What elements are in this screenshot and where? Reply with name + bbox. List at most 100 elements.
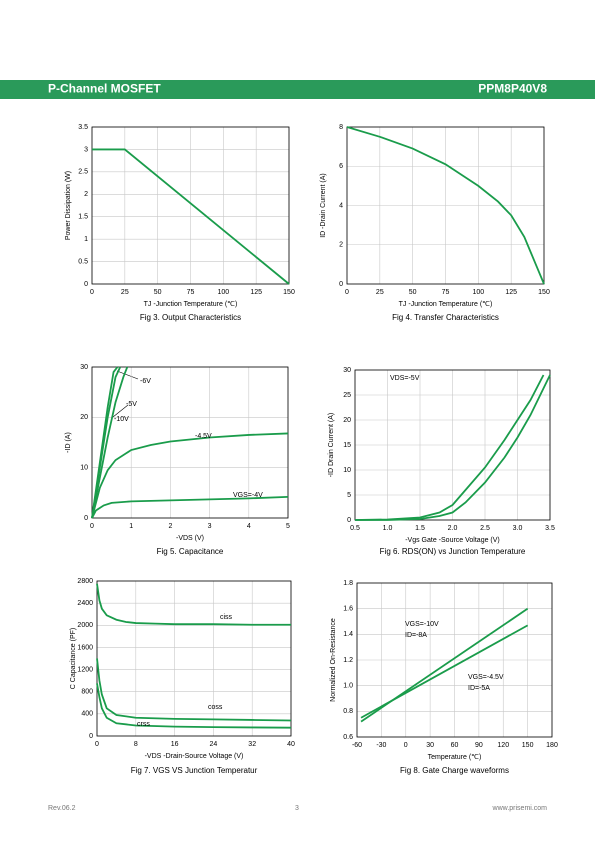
y-tick-label: 3.5 <box>78 124 88 131</box>
arrow <box>116 370 139 380</box>
header-part: PPM8P40V8 <box>478 82 547 96</box>
x-axis-label: TJ -Junction Temperature (℃) <box>144 301 238 308</box>
annotation: VDS=-5V <box>390 375 420 382</box>
x-tick-label: 3.0 <box>513 525 523 532</box>
header-title: P-Channel MOSFET <box>48 82 161 96</box>
x-axis-label: -VDS (V) <box>176 535 204 542</box>
footer-rev: Rev.06.2 <box>48 805 76 812</box>
x-tick-label: 40 <box>287 741 295 748</box>
x-tick-label: 0 <box>90 523 94 530</box>
x-tick-label: 75 <box>187 289 195 296</box>
series-line <box>355 374 551 521</box>
footer-url: www.prisemi.com <box>492 805 548 812</box>
plot-frame <box>356 582 553 738</box>
y-tick-label: 10 <box>343 467 351 474</box>
x-tick-label: 100 <box>217 289 229 296</box>
y-tick-label: 1.6 <box>343 606 353 613</box>
y-tick-label: 1.2 <box>343 657 353 664</box>
series-label: ciss <box>220 614 233 621</box>
x-tick-label: 5 <box>286 523 290 530</box>
y-tick-label: 2 <box>84 191 88 198</box>
x-tick-label: 32 <box>248 741 256 748</box>
y-tick-label: 0 <box>84 281 88 288</box>
x-tick-label: 0.5 <box>350 525 360 532</box>
x-axis-label: Temperature (℃) <box>428 754 482 761</box>
y-tick-label: 0.5 <box>78 258 88 265</box>
y-tick-label: 1.8 <box>343 580 353 587</box>
x-tick-label: 75 <box>442 289 450 296</box>
y-tick-label: 1.4 <box>343 631 353 638</box>
series-line <box>96 583 291 626</box>
series-label: -5V <box>126 401 137 408</box>
x-tick-label: 25 <box>121 289 129 296</box>
x-tick-label: 120 <box>497 742 509 749</box>
y-tick-label: 0.6 <box>343 734 353 741</box>
plot-frame <box>91 366 289 519</box>
x-tick-label: 2.5 <box>480 525 490 532</box>
series-line <box>92 148 290 285</box>
x-tick-label: 60 <box>451 742 459 749</box>
y-tick-label: 6 <box>339 163 343 170</box>
x-tick-label: 150 <box>538 289 550 296</box>
annotation: VGS=-4.5V <box>468 674 504 681</box>
x-axis-label: TJ -Junction Temperature (℃) <box>399 301 493 308</box>
x-tick-label: -60 <box>352 742 362 749</box>
chart-caption: Fig 3. Output Characteristics <box>140 313 241 322</box>
x-tick-label: 16 <box>171 741 179 748</box>
x-tick-label: 0 <box>345 289 349 296</box>
y-tick-label: 1 <box>84 236 88 243</box>
plot-frame <box>91 126 290 285</box>
y-tick-label: 5 <box>347 492 351 499</box>
annotation: VGS=-10V <box>405 621 439 628</box>
chart-caption: Fig 5. Capacitance <box>157 547 224 556</box>
y-tick-label: 2800 <box>77 578 93 585</box>
y-tick-label: 20 <box>343 417 351 424</box>
y-tick-label: 2 <box>339 242 343 249</box>
y-axis-label: C Capacitance (PF) <box>70 628 77 689</box>
x-tick-label: 0 <box>90 289 94 296</box>
x-tick-label: 100 <box>472 289 484 296</box>
x-tick-label: 24 <box>210 741 218 748</box>
plot-frame <box>96 580 292 737</box>
chart-caption: Fig 8. Gate Charge waveforms <box>400 766 509 775</box>
y-tick-label: 0 <box>84 515 88 522</box>
chart-caption: Fig 6. RDS(ON) vs Junction Temperature <box>380 547 526 556</box>
y-axis-label: Power Dissipation (W) <box>65 171 72 240</box>
y-tick-label: 1.0 <box>343 683 353 690</box>
y-tick-label: 1.5 <box>78 214 88 221</box>
y-tick-label: 2.5 <box>78 169 88 176</box>
y-tick-label: 400 <box>81 711 93 718</box>
series-label: -10V <box>114 416 129 423</box>
y-tick-label: 0 <box>339 281 343 288</box>
x-tick-label: 125 <box>250 289 262 296</box>
x-tick-label: 25 <box>376 289 384 296</box>
series-label: -4.5V <box>195 433 212 440</box>
y-tick-label: 3 <box>84 146 88 153</box>
y-tick-label: 2400 <box>77 600 93 607</box>
series-line <box>96 658 292 722</box>
y-tick-label: 10 <box>80 465 88 472</box>
series-line <box>96 683 292 729</box>
arrow <box>112 404 129 418</box>
x-tick-label: 3 <box>208 523 212 530</box>
y-tick-label: 8 <box>339 124 343 131</box>
x-tick-label: 1.5 <box>415 525 425 532</box>
y-axis-label: -ID Drain Current (A) <box>328 413 335 478</box>
x-tick-label: 8 <box>134 741 138 748</box>
annotation: ID=-8A <box>405 632 427 639</box>
plot-frame <box>346 126 545 285</box>
y-tick-label: 1200 <box>77 666 93 673</box>
y-tick-label: 30 <box>80 364 88 371</box>
x-axis-label: -Vgs Gate -Source Voltage (V) <box>405 537 500 544</box>
series-line <box>346 126 545 285</box>
x-axis-label: -VDS -Drain-Source Voltage (V) <box>145 753 244 760</box>
x-tick-label: 50 <box>409 289 417 296</box>
x-tick-label: 50 <box>154 289 162 296</box>
series-line <box>360 624 529 719</box>
y-axis-label: ID -Drain Current (A) <box>320 173 327 238</box>
series-line <box>91 495 289 519</box>
x-tick-label: 180 <box>546 742 558 749</box>
x-tick-label: 30 <box>426 742 434 749</box>
y-tick-label: 0 <box>89 733 93 740</box>
